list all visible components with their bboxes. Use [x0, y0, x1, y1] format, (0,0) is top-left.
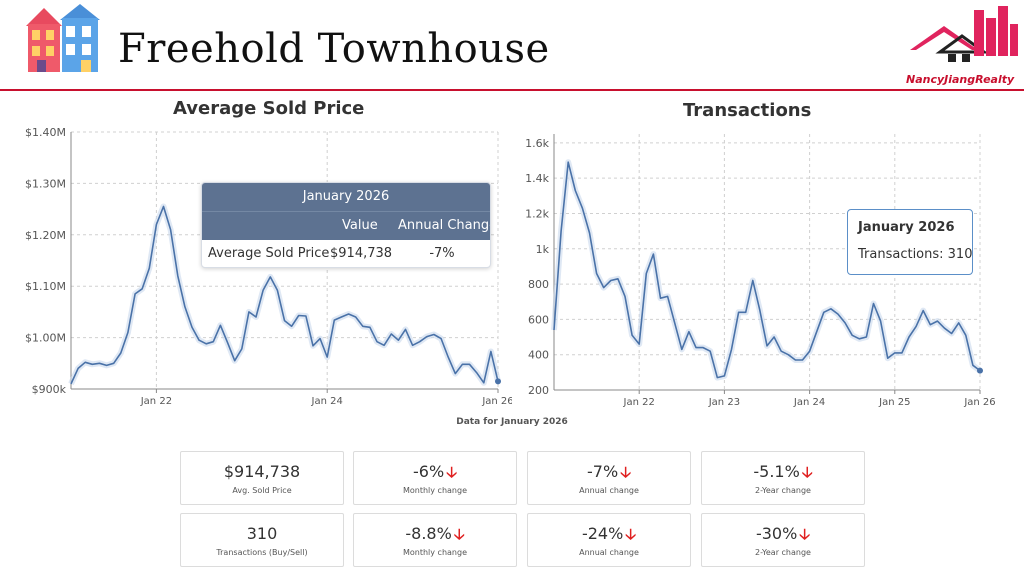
header-divider	[0, 89, 1024, 91]
header: Freehold Townhouse NancyJiangRealty	[0, 0, 1024, 92]
last-point-marker	[495, 378, 501, 385]
y-tick-label: $1.30M	[25, 177, 66, 190]
y-tick-label: 1.6k	[525, 137, 549, 150]
y-tick-label: $1.40M	[25, 126, 66, 139]
x-tick-label: Jan 22	[140, 396, 172, 407]
stat-card-price-monthly: -6% 🡣 Monthly change	[353, 451, 517, 505]
stat-card-transactions: 310 Transactions (Buy/Sell)	[180, 513, 344, 567]
y-tick-label: $1.20M	[25, 229, 66, 242]
x-tick-label: Jan 24	[793, 397, 825, 408]
tooltip-line: Transactions: 310	[858, 247, 973, 262]
stat-card-tx-monthly: -8.8% 🡣 Monthly change	[353, 513, 517, 567]
tooltip-col-change: Annual Change	[398, 218, 491, 233]
down-arrow-icon: 🡣	[625, 525, 637, 543]
y-tick-label: 1.2k	[525, 207, 549, 220]
left-chart-title: Average Sold Price	[173, 98, 365, 119]
stat-card-avg-price: $914,738 Avg. Sold Price	[180, 451, 344, 505]
stat-label: Avg. Sold Price	[232, 486, 292, 495]
series-line	[553, 161, 981, 379]
price-tooltip: January 2026 Value Annual Change Average…	[201, 182, 491, 268]
stat-label: 2-Year change	[755, 548, 811, 557]
tooltip-data-row: Average Sold Price $914,738 -7%	[202, 240, 490, 267]
y-tick-label: 400	[528, 349, 549, 362]
y-tick-label: $1.00M	[25, 332, 66, 345]
down-arrow-icon: 🡣	[453, 525, 465, 543]
stat-card-price-2year: -5.1% 🡣 2-Year change	[701, 451, 865, 505]
stat-value: -30% 🡣	[755, 524, 811, 543]
transactions-tooltip: January 2026 Transactions: 310	[847, 209, 973, 275]
y-tick-label: 1.4k	[525, 172, 549, 185]
last-point-marker	[977, 367, 983, 374]
tooltip-header-row: Value Annual Change	[202, 211, 490, 240]
stat-label: Monthly change	[402, 548, 467, 557]
stat-value: -7% 🡣	[587, 462, 631, 481]
down-arrow-icon: 🡣	[801, 463, 813, 481]
y-tick-label: 1k	[536, 243, 550, 256]
x-tick-label: Jan 22	[623, 397, 655, 408]
data-for-label: Data for January 2026	[456, 417, 568, 427]
tooltip-title: January 2026	[858, 220, 955, 235]
tooltip-row-value: $914,738	[330, 246, 393, 261]
stat-label: Transactions (Buy/Sell)	[216, 548, 308, 557]
tooltip-row-label: Average Sold Price	[208, 246, 330, 261]
stat-value: -5.1% 🡣	[753, 462, 813, 481]
brand-name: NancyJiangRealty	[906, 73, 1015, 86]
y-tick-label: $1.10M	[25, 280, 66, 293]
stat-label: 2-Year change	[755, 486, 811, 495]
y-tick-label: $900k	[32, 383, 67, 396]
x-tick-label: Jan 26	[963, 397, 995, 408]
series-line	[70, 205, 499, 385]
down-arrow-icon: 🡣	[799, 525, 811, 543]
x-tick-label: Jan 26	[481, 396, 512, 407]
tooltip-row-change: -7%	[429, 246, 455, 261]
tooltip-col-value: Value	[342, 218, 378, 233]
right-chart-title: Transactions	[683, 100, 812, 121]
y-tick-label: 600	[528, 313, 549, 326]
realty-logo-icon	[910, 6, 1018, 62]
x-tick-label: Jan 23	[708, 397, 740, 408]
x-tick-label: Jan 25	[878, 397, 910, 408]
stat-label: Monthly change	[402, 486, 467, 495]
x-tick-label: Jan 24	[311, 396, 343, 407]
stat-value: $914,738	[223, 462, 301, 481]
stat-card-tx-2year: -30% 🡣 2-Year change	[701, 513, 865, 567]
tooltip-month: January 2026	[202, 183, 490, 211]
stat-label: Annual change	[579, 486, 639, 495]
y-tick-label: 800	[528, 278, 549, 291]
y-tick-label: 200	[528, 384, 549, 397]
average-sold-price-chart[interactable]: $900k $1.00M $1.10M $1.20M $1.30M $1.40M Jan 2…	[0, 118, 512, 418]
stat-value: -8.8% 🡣	[405, 524, 465, 543]
transactions-chart[interactable]: 200 400 600 800 1k 1.2k 1.4k 1.6k Jan 22 Jan 23 Ja…	[512, 118, 1024, 418]
stat-value: -6% 🡣	[413, 462, 457, 481]
stat-value: -24% 🡣	[581, 524, 637, 543]
stat-card-price-annual: -7% 🡣 Annual change	[527, 451, 691, 505]
down-arrow-icon: 🡣	[446, 463, 457, 481]
down-arrow-icon: 🡣	[620, 463, 631, 481]
stat-value: 310	[246, 524, 278, 543]
page-title: Freehold Townhouse	[118, 26, 550, 72]
townhouses-icon	[26, 4, 100, 72]
stat-card-tx-annual: -24% 🡣 Annual change	[527, 513, 691, 567]
stat-label: Annual change	[579, 548, 639, 557]
